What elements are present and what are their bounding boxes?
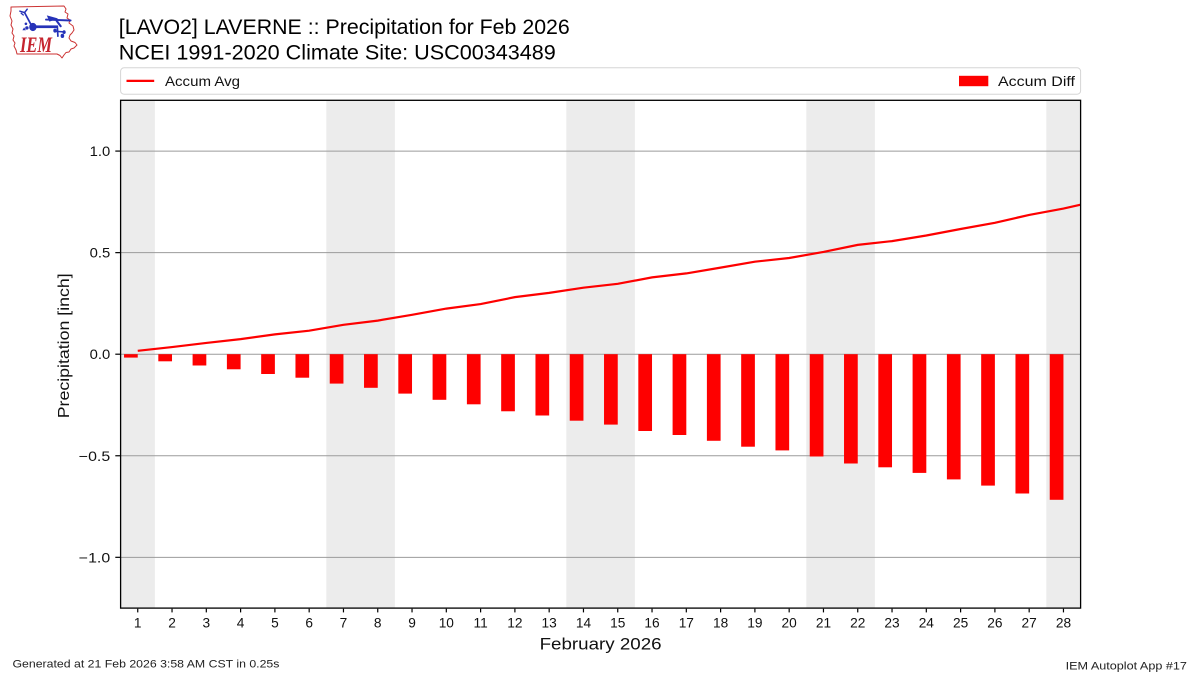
svg-text:28: 28 bbox=[1056, 615, 1072, 630]
svg-text:1.0: 1.0 bbox=[90, 144, 111, 159]
svg-text:19: 19 bbox=[747, 615, 762, 630]
svg-text:Precipitation [inch]: Precipitation [inch] bbox=[56, 273, 73, 418]
svg-text:7: 7 bbox=[340, 615, 348, 630]
svg-text:0.0: 0.0 bbox=[90, 347, 111, 362]
svg-text:12: 12 bbox=[507, 615, 522, 630]
svg-text:Generated at 21 Feb 2026 3:58: Generated at 21 Feb 2026 3:58 AM CST in … bbox=[13, 659, 280, 671]
svg-text:Accum Diff: Accum Diff bbox=[998, 74, 1075, 89]
svg-text:11: 11 bbox=[473, 615, 487, 630]
svg-text:9: 9 bbox=[408, 615, 416, 630]
svg-text:[LAVO2] LAVERNE :: Precipitati: [LAVO2] LAVERNE :: Precipitation for Feb… bbox=[119, 16, 570, 39]
svg-text:2: 2 bbox=[168, 615, 176, 630]
svg-text:25: 25 bbox=[953, 615, 969, 630]
svg-text:13: 13 bbox=[542, 615, 558, 630]
svg-text:8: 8 bbox=[374, 615, 382, 630]
svg-text:1: 1 bbox=[134, 615, 142, 630]
svg-text:IEM Autoplot App #17: IEM Autoplot App #17 bbox=[1066, 660, 1187, 672]
svg-text:17: 17 bbox=[679, 615, 694, 630]
svg-text:22: 22 bbox=[850, 615, 865, 630]
svg-text:16: 16 bbox=[644, 615, 660, 630]
svg-text:26: 26 bbox=[987, 615, 1003, 630]
svg-text:6: 6 bbox=[305, 615, 313, 630]
svg-text:NCEI 1991-2020 Climate Site: U: NCEI 1991-2020 Climate Site: USC00343489 bbox=[119, 41, 556, 64]
svg-text:IEM: IEM bbox=[19, 34, 52, 58]
svg-text:5: 5 bbox=[271, 615, 279, 630]
svg-text:−1.0: −1.0 bbox=[79, 550, 111, 565]
svg-text:0.5: 0.5 bbox=[90, 246, 111, 261]
svg-text:4: 4 bbox=[237, 615, 245, 630]
svg-text:3: 3 bbox=[202, 615, 210, 630]
svg-text:27: 27 bbox=[1022, 615, 1037, 630]
svg-text:24: 24 bbox=[919, 615, 935, 630]
svg-text:15: 15 bbox=[610, 615, 626, 630]
svg-text:14: 14 bbox=[576, 615, 592, 630]
svg-text:18: 18 bbox=[713, 615, 729, 630]
svg-text:23: 23 bbox=[884, 615, 900, 630]
svg-text:−0.5: −0.5 bbox=[79, 449, 111, 464]
svg-text:Accum Avg: Accum Avg bbox=[165, 74, 240, 89]
svg-text:21: 21 bbox=[816, 615, 831, 630]
svg-text:20: 20 bbox=[782, 615, 798, 630]
svg-text:February 2026: February 2026 bbox=[540, 636, 662, 654]
svg-text:10: 10 bbox=[439, 615, 455, 630]
